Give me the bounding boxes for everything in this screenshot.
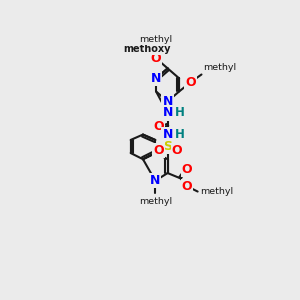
Text: O: O (182, 164, 192, 176)
Text: O: O (185, 76, 196, 89)
Text: O: O (153, 120, 164, 134)
Text: N: N (151, 72, 161, 85)
Text: methyl: methyl (203, 63, 236, 72)
Text: N: N (162, 106, 173, 119)
Text: O: O (153, 144, 164, 157)
Text: N: N (162, 95, 173, 108)
Text: H: H (175, 106, 184, 119)
Text: methyl: methyl (139, 197, 172, 206)
Text: methyl: methyl (200, 187, 233, 196)
Text: O: O (182, 180, 192, 193)
Text: N: N (150, 174, 160, 187)
Text: O: O (151, 52, 161, 65)
Text: O: O (172, 144, 182, 157)
Text: H: H (175, 128, 184, 141)
Text: S: S (163, 140, 172, 153)
Text: N: N (162, 128, 173, 141)
Text: methoxy: methoxy (123, 44, 171, 54)
Text: methyl: methyl (140, 35, 172, 44)
